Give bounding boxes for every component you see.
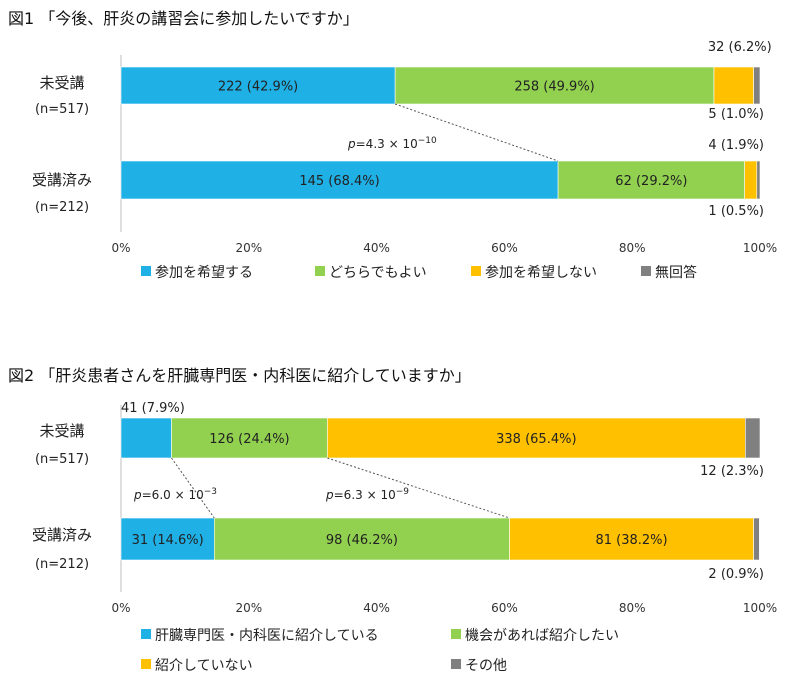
- data-label: 4 (1.9%): [708, 138, 764, 153]
- legend-entry: 肝臓専門医・内科医に紹介している: [155, 628, 379, 644]
- legend-entry: 参加を希望しない: [485, 264, 597, 281]
- p-value-annotation: p=6.3 × 10−9: [325, 487, 409, 502]
- data-label: 98 (46.2%): [326, 533, 398, 548]
- bar-segment: [120, 160, 559, 200]
- bar-segment: [753, 66, 761, 105]
- category-label: 受講済み: [32, 526, 92, 544]
- bar-segment: [394, 66, 715, 105]
- x-tick-label: 80%: [619, 241, 646, 255]
- bar-segment: [327, 417, 746, 459]
- legend-entry: その他: [465, 658, 507, 674]
- category-n-label: (n=212): [35, 557, 89, 572]
- bar-segment: [744, 160, 758, 200]
- data-label: 31 (14.6%): [132, 533, 204, 548]
- data-label: 258 (49.9%): [514, 80, 594, 95]
- data-label: 1 (0.5%): [708, 204, 764, 219]
- data-label: 2 (0.9%): [708, 567, 764, 582]
- bar-segment: [753, 517, 760, 561]
- data-label: 126 (24.4%): [209, 432, 289, 447]
- legend-entry: どちらでもよい: [329, 265, 427, 281]
- legend-swatch: [315, 266, 325, 276]
- legend-entry: 機会があれば紹介したい: [465, 628, 619, 644]
- data-label: 32 (6.2%): [708, 40, 772, 55]
- legend-swatch: [451, 659, 461, 669]
- data-label: 338 (65.4%): [496, 432, 576, 447]
- data-label: 62 (29.2%): [615, 174, 687, 189]
- x-tick-label: 40%: [363, 241, 390, 255]
- data-label: 5 (1.0%): [708, 107, 764, 122]
- bar-segment: [509, 517, 754, 561]
- x-tick-label: 60%: [491, 601, 518, 615]
- x-tick-label: 20%: [235, 601, 262, 615]
- data-label: 41 (7.9%): [121, 401, 185, 416]
- bar-segment: [756, 160, 761, 200]
- connector-line: [171, 457, 215, 519]
- p-value-annotation: p=6.0 × 10−3: [133, 487, 217, 502]
- x-tick-label: 80%: [619, 601, 646, 615]
- legend-swatch: [141, 659, 151, 669]
- bar-segment: [745, 417, 761, 459]
- x-tick-label: 0%: [111, 241, 130, 255]
- category-n-label: (n=517): [35, 452, 89, 467]
- bar-segment: [213, 517, 510, 561]
- category-n-label: (n=212): [35, 200, 89, 215]
- data-label: 81 (38.2%): [595, 533, 667, 548]
- x-tick-label: 0%: [111, 601, 130, 615]
- bar-segment: [713, 66, 754, 105]
- x-tick-label: 60%: [491, 241, 518, 255]
- legend-swatch: [641, 266, 651, 276]
- chart-title: 図1 「今後、肝炎の講習会に参加したいですか」: [8, 9, 359, 28]
- legend-swatch: [141, 266, 151, 276]
- legend-swatch: [471, 266, 481, 276]
- category-label: 受講済み: [32, 171, 92, 189]
- data-label: 12 (2.3%): [700, 464, 764, 479]
- data-label: 222 (42.9%): [218, 80, 298, 95]
- connector-line: [394, 103, 559, 162]
- bar-segment: [120, 517, 215, 561]
- legend-swatch: [451, 629, 461, 639]
- category-label: 未受講: [39, 422, 84, 440]
- x-tick-label: 40%: [363, 601, 390, 615]
- category-label: 未受講: [39, 74, 84, 92]
- chart-title: 図2 「肝炎患者さんを肝臓専門医・内科医に紹介していますか」: [8, 366, 471, 385]
- p-value-annotation: p=4.3 × 10−10: [347, 136, 437, 151]
- legend-entry: 紹介していない: [155, 658, 253, 674]
- x-tick-label: 100%: [743, 241, 777, 255]
- bar-segment: [120, 66, 396, 105]
- bar-segment: [120, 417, 172, 459]
- x-tick-label: 100%: [743, 601, 777, 615]
- category-n-label: (n=517): [35, 102, 89, 117]
- x-tick-label: 20%: [235, 241, 262, 255]
- data-label: 145 (68.4%): [299, 174, 379, 189]
- legend-entry: 無回答: [655, 264, 697, 281]
- legend-swatch: [141, 629, 151, 639]
- legend-entry: 参加を希望する: [155, 264, 253, 281]
